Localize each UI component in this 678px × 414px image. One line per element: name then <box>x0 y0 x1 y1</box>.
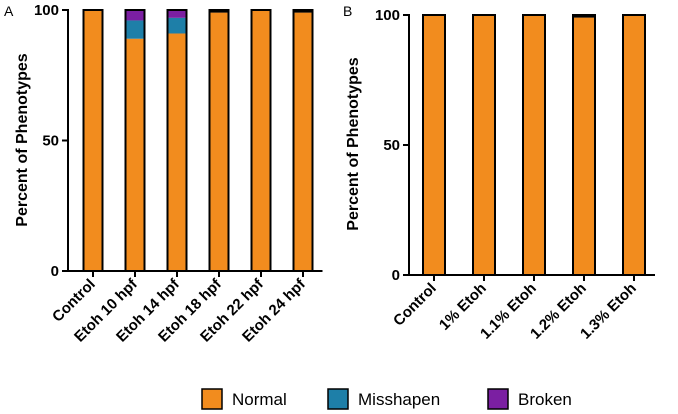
panel-b-bar-normal <box>573 17 595 275</box>
legend: Normal Misshapen Broken <box>201 388 572 410</box>
panel-a-y-tick-label: 0 <box>51 263 59 280</box>
panel-b-bar-normal <box>423 15 445 275</box>
legend-label-broken: Broken <box>518 390 572 409</box>
panel-b-letter: B <box>343 3 352 19</box>
panel-a-bar-normal <box>167 33 187 271</box>
panel-b-chart: B Percent of Phenotypes 050100Control1% … <box>343 3 655 343</box>
panel-a-chart: A Percent of Phenotypes 050100ControlEto… <box>4 2 323 346</box>
panel-a-y-axis-label: Percent of Phenotypes <box>14 53 31 226</box>
panel-b-y-axis-label: Percent of Phenotypes <box>345 57 362 230</box>
panel-b-bar-unlabeled <box>573 15 595 18</box>
legend-swatch-misshapen <box>327 388 349 410</box>
panel-a-letter: A <box>4 3 14 19</box>
panel-a-bar-normal <box>125 38 145 272</box>
panel-b-bar-normal <box>623 15 645 275</box>
panel-a-y-tick-label: 50 <box>42 133 59 150</box>
panel-a-bar-normal <box>83 10 103 271</box>
panel-a-bar-normal <box>209 12 229 272</box>
legend-swatch-broken <box>487 388 509 410</box>
panel-b-x-tick-label: Control <box>390 280 440 330</box>
panel-a-bar-unlabeled <box>209 10 229 13</box>
legend-label-misshapen: Misshapen <box>358 390 440 409</box>
panel-b-y-tick-label: 100 <box>375 7 400 24</box>
panel-a-y-tick-label: 100 <box>34 2 59 19</box>
legend-swatch-normal <box>201 388 223 410</box>
panel-a-bar-broken <box>167 10 187 18</box>
panel-a-bar-normal <box>293 12 313 272</box>
panel-a-bar-misshapen <box>125 20 145 39</box>
panel-a-bar-unlabeled <box>293 10 313 13</box>
legend-label-normal: Normal <box>232 390 287 409</box>
panel-b-y-tick-label: 0 <box>392 267 400 284</box>
panel-a-bar-normal <box>251 10 271 271</box>
panel-b-bar-normal <box>523 15 545 275</box>
panel-b-bar-normal <box>473 15 495 275</box>
panel-a-bar-broken <box>125 10 145 21</box>
panel-b-y-tick-label: 50 <box>383 137 400 154</box>
panel-a-bar-misshapen <box>167 17 187 34</box>
